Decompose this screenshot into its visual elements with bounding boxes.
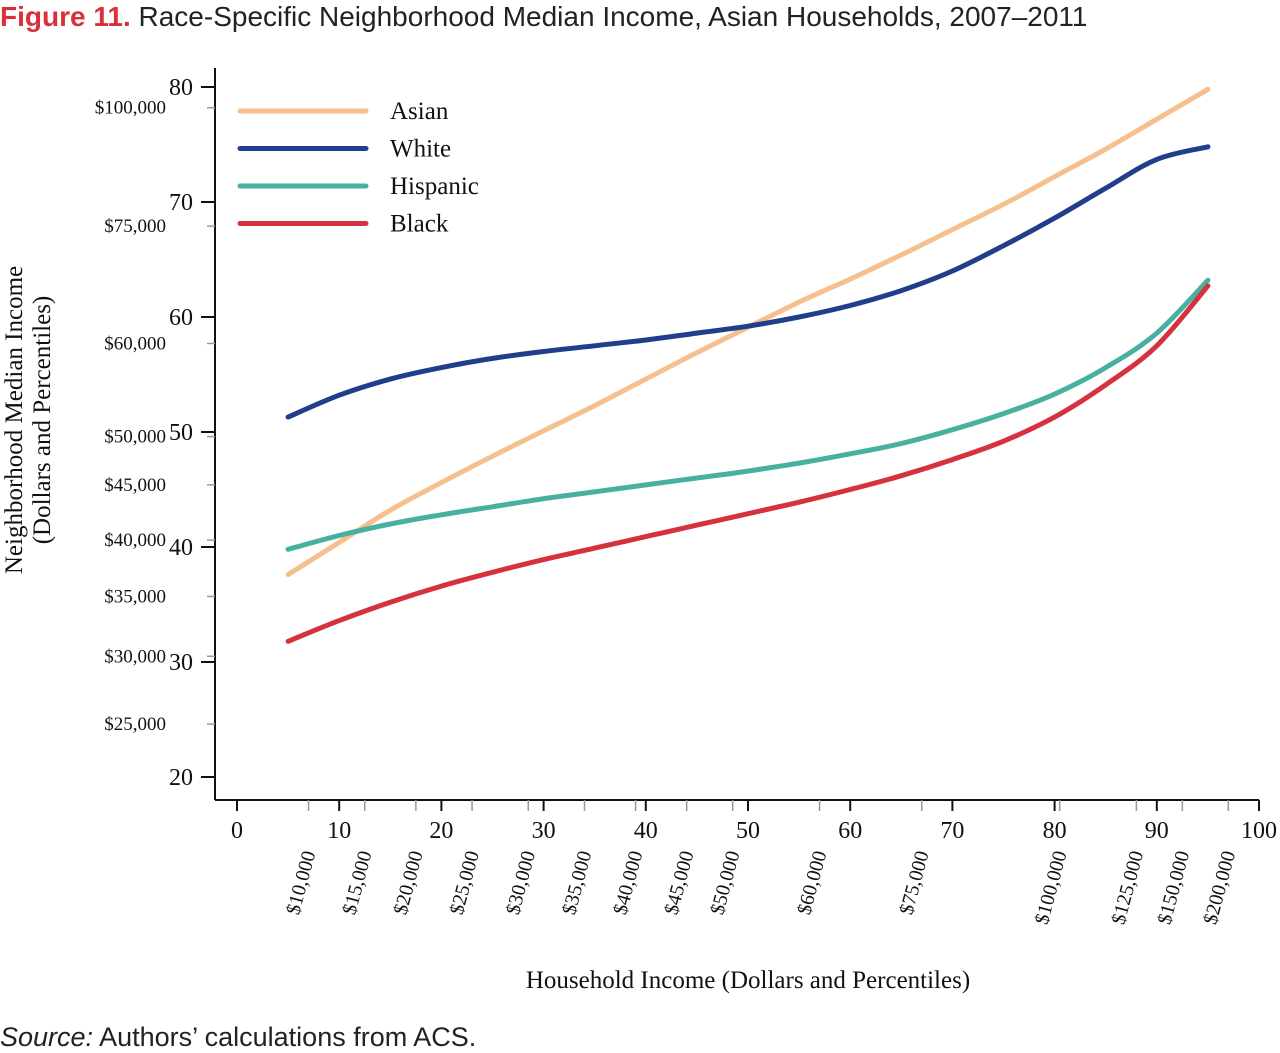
legend-label-hispanic: Hispanic [390,173,479,200]
source-note: Source: Authors’ calculations from ACS. [0,1022,476,1053]
y-tick-label: 40 [169,535,193,561]
y-tick-label: 50 [169,420,193,446]
y-tick-label: 20 [169,765,193,791]
series-line-white [285,144,1211,420]
x-dollar-tick-label: $35,000 [558,849,596,917]
x-dollar-tick-label: $125,000 [1108,849,1149,927]
x-tick-label: 10 [327,818,351,844]
y-dollar-tick-label: $35,000 [104,586,166,607]
figure-number: Figure 11. [0,1,131,32]
x-tick-label: 60 [838,818,862,844]
y-tick-label: 30 [169,650,193,676]
x-dollar-tick-label: $15,000 [339,849,377,917]
x-axis-title: Household Income (Dollars and Percentile… [526,967,970,994]
y-dollar-tick-label: $40,000 [104,530,166,551]
y-dollar-tick-label: $50,000 [104,427,166,448]
x-dollar-tick-label: $30,000 [502,849,540,917]
x-dollar-tick-label: $200,000 [1200,849,1241,927]
source-lead: Source: [0,1022,94,1052]
x-dollar-tick-label: $20,000 [390,849,428,917]
x-tick-label: 40 [634,818,658,844]
source-text: Authors’ calculations from ACS. [99,1022,477,1052]
figure-title: Figure 11. Race-Specific Neighborhood Me… [0,0,1087,34]
y-tick-label: 80 [169,75,193,101]
y-dollar-tick-label: $100,000 [95,98,166,119]
y-dollar-tick-label: $45,000 [104,475,166,496]
x-dollar-tick-label: $40,000 [609,849,647,917]
x-tick-label: 80 [1043,818,1067,844]
y-tick-label: 70 [169,190,193,216]
x-dollar-tick-label: $45,000 [660,849,698,917]
legend: Asian White Hispanic Black [237,98,479,238]
x-tick-label: 70 [940,818,964,844]
series-line-black [285,283,1211,644]
x-dollar-tick-label: $60,000 [793,849,831,917]
x-tick-label: 0 [231,818,243,844]
legend-label-white: White [390,136,451,163]
y-axis-title-line1: Neighborhood Median Income [1,266,28,574]
x-tick-label: 100 [1241,818,1277,844]
y-dollar-tick-label: $30,000 [104,646,166,667]
x-dollar-tick-label: $10,000 [282,849,320,917]
x-dollar-tick-label: $25,000 [446,849,484,917]
x-dollar-tick-label: $100,000 [1031,849,1072,927]
y-tick-label: 60 [169,305,193,331]
x-tick-label: 30 [532,818,556,844]
y-axis-title-line2: (Dollars and Percentiles) [29,296,56,545]
y-axis-title: Neighborhood Median Income (Dollars and … [1,266,56,574]
chart-axes: 0 10 20 30 40 50 60 70 80 90 100 $10,000 $15,000 $20,… [95,68,1277,927]
series-line-hispanic [285,277,1211,552]
legend-label-asian: Asian [390,98,449,125]
x-tick-label: 90 [1145,818,1169,844]
y-dollar-tick-label: $60,000 [104,333,166,354]
y-dollar-tick-label: $25,000 [104,714,166,735]
x-dollar-tick-label: $75,000 [895,849,933,917]
series-lines [285,86,1211,644]
x-tick-label: 20 [429,818,453,844]
x-tick-label: 50 [736,818,760,844]
y-dollar-tick-label: $75,000 [104,216,166,237]
x-dollar-tick-label: $50,000 [706,849,744,917]
x-dollar-tick-label: $150,000 [1154,849,1195,927]
figure-title-text: Race-Specific Neighborhood Median Income… [138,1,1088,32]
legend-label-black: Black [390,211,449,238]
